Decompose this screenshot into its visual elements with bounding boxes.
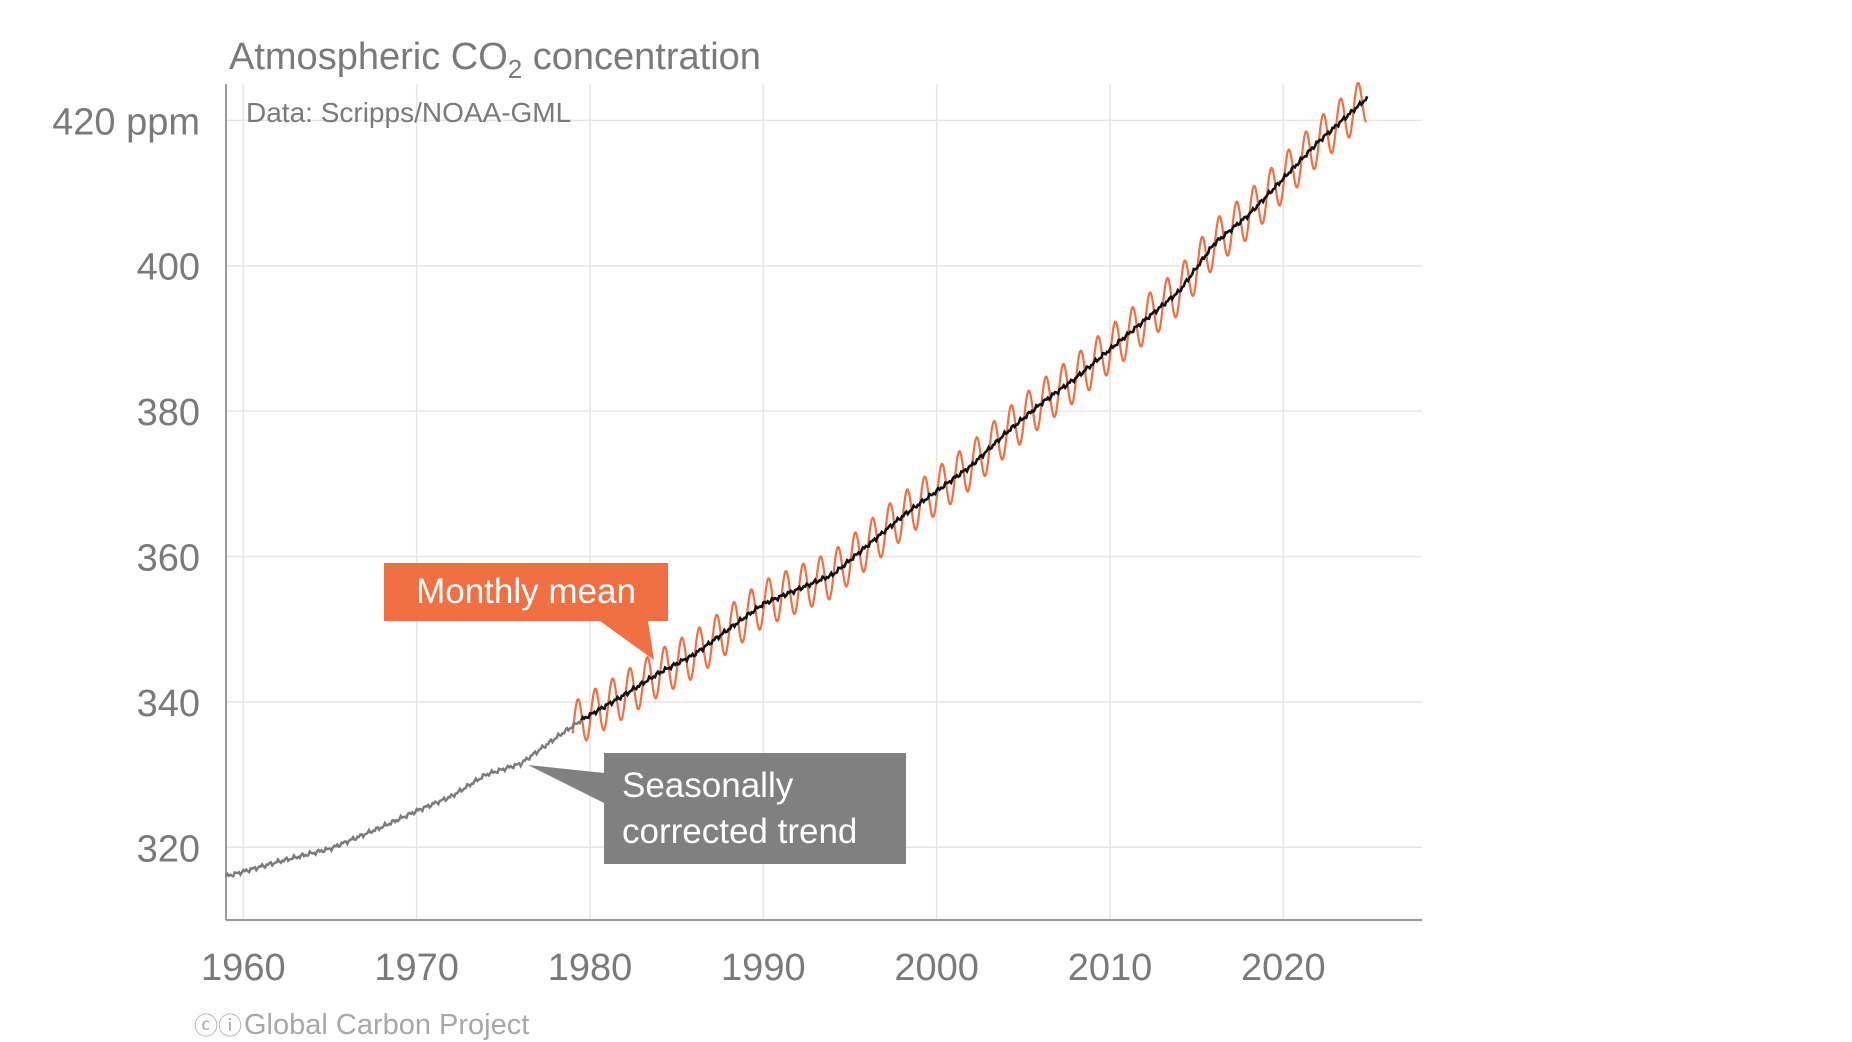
trend-label-line2: corrected trend (622, 812, 857, 851)
monthly-mean-callout-box (384, 563, 668, 621)
y-tick-label: 340 (137, 683, 200, 725)
chart-title-rest: concentration (522, 36, 761, 78)
credit-text: Global Carbon Project (244, 1009, 529, 1041)
x-tick-label: 2020 (1241, 947, 1326, 989)
creative-commons-icon: ⓒⓘ (194, 1013, 242, 1040)
x-tick-label: 2010 (1068, 947, 1153, 989)
trend-callout: Seasonally corrected trend (528, 753, 906, 864)
y-tick-label: 400 (137, 247, 200, 289)
trend-callout-pointer (528, 765, 604, 803)
y-tick-label: 420 ppm (52, 101, 200, 143)
x-tick-label: 1990 (721, 947, 806, 989)
monthly-mean-callout-pointer (600, 621, 654, 660)
credit-label: ⓒⓘGlobal Carbon Project (194, 1009, 529, 1041)
y-tick-label: 380 (137, 392, 200, 434)
monthly-mean-line (571, 81, 1367, 742)
x-tick-label: 2000 (894, 947, 979, 989)
data-source-label: Data: Scripps/NOAA-GML (246, 97, 571, 128)
chart-title-subscript: 2 (508, 54, 522, 84)
x-tick-label: 1970 (374, 947, 459, 989)
trend-line-late (580, 95, 1369, 721)
chart-title: Atmospheric CO2 concentration (229, 36, 761, 84)
chart-title-main: Atmospheric CO (229, 36, 508, 78)
x-tick-label: 1980 (548, 947, 633, 989)
trend-line-early (224, 718, 583, 879)
monthly-mean-callout: Monthly mean (384, 563, 668, 660)
monthly-mean-label: Monthly mean (416, 572, 636, 611)
y-tick-label: 320 (137, 828, 200, 870)
x-axis-ticks: 1960 1970 1980 1990 2000 2010 2020 (201, 947, 1326, 989)
y-axis-ticks: 320 340 360 380 400 420 ppm (52, 101, 200, 870)
trend-callout-box (604, 753, 906, 864)
y-tick-label: 360 (137, 538, 200, 580)
trend-label-line1: Seasonally (622, 766, 794, 805)
x-tick-label: 1960 (201, 947, 286, 989)
